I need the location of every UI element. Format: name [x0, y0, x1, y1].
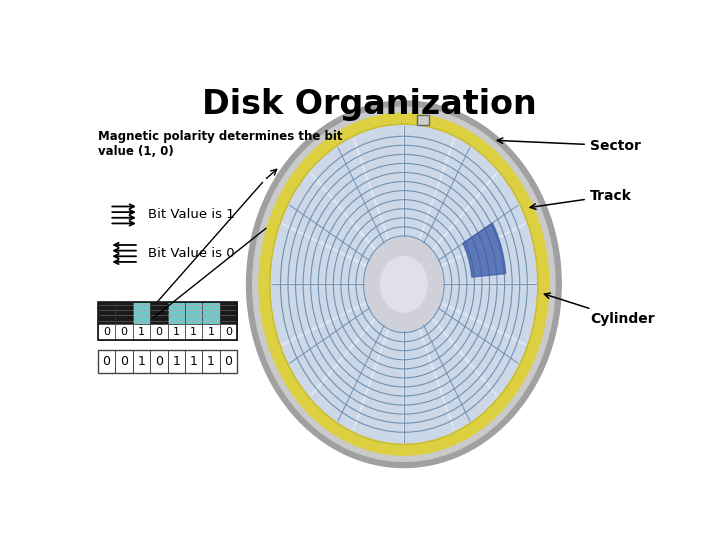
- Bar: [202, 302, 220, 323]
- Bar: [202, 323, 220, 340]
- Text: 1: 1: [189, 355, 197, 368]
- Text: 1: 1: [172, 355, 180, 368]
- Text: Bit Value is 0: Bit Value is 0: [148, 247, 235, 260]
- Text: 0: 0: [225, 355, 233, 368]
- Text: 0: 0: [156, 327, 162, 337]
- Text: Track: Track: [530, 188, 631, 210]
- Text: 0: 0: [103, 327, 110, 337]
- Text: 1: 1: [138, 355, 145, 368]
- Bar: [98, 302, 115, 323]
- FancyBboxPatch shape: [417, 116, 430, 125]
- Text: 0: 0: [155, 355, 163, 368]
- Bar: [185, 323, 202, 340]
- Bar: [98, 302, 238, 340]
- Bar: [132, 302, 150, 323]
- Text: 1: 1: [138, 327, 145, 337]
- Text: Magnetic polarity determines the bit
value (1, 0): Magnetic polarity determines the bit val…: [98, 130, 342, 158]
- Bar: [150, 323, 168, 340]
- Bar: [168, 323, 185, 340]
- Text: 0: 0: [225, 327, 232, 337]
- Text: Sector: Sector: [498, 138, 641, 153]
- Ellipse shape: [365, 238, 443, 330]
- Text: 1: 1: [173, 327, 180, 337]
- Bar: [220, 302, 238, 323]
- Ellipse shape: [246, 101, 561, 468]
- Bar: [185, 302, 202, 323]
- Text: Cylinder: Cylinder: [544, 293, 654, 326]
- Ellipse shape: [381, 256, 427, 312]
- Bar: [150, 302, 168, 323]
- Bar: [115, 323, 132, 340]
- Text: 1: 1: [207, 355, 215, 368]
- Text: 1: 1: [207, 327, 215, 337]
- Bar: [98, 323, 115, 340]
- Text: 0: 0: [120, 327, 127, 337]
- Text: Bit Value is 1: Bit Value is 1: [148, 208, 235, 221]
- Text: Disk Organization: Disk Organization: [202, 88, 536, 121]
- Bar: [132, 323, 150, 340]
- Text: 0: 0: [102, 355, 110, 368]
- Ellipse shape: [259, 113, 549, 455]
- Bar: [168, 302, 185, 323]
- Bar: [220, 323, 238, 340]
- Polygon shape: [463, 223, 505, 277]
- Bar: [98, 350, 238, 373]
- Ellipse shape: [270, 124, 538, 444]
- Bar: [115, 302, 132, 323]
- Text: 1: 1: [190, 327, 197, 337]
- Text: 0: 0: [120, 355, 128, 368]
- Ellipse shape: [253, 107, 555, 461]
- Ellipse shape: [271, 126, 536, 443]
